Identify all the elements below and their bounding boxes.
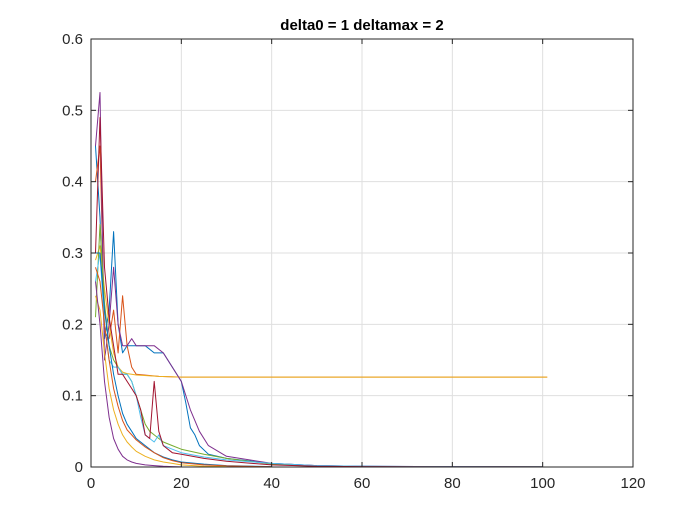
- x-tick-label: 120: [620, 475, 645, 492]
- x-tick-label: 80: [444, 475, 461, 492]
- axis-ticks: 0 20 40 60 80 100 120 0 0.1 0.2 0.3 0.4 0.5 0.6: [62, 31, 645, 492]
- x-tick-label: 20: [173, 475, 190, 492]
- series-line-9: [95, 267, 272, 468]
- series-line-8: [95, 252, 272, 468]
- y-tick-label: 0.2: [62, 316, 83, 333]
- x-tick-label: 40: [263, 475, 280, 492]
- y-tick-label: 0.6: [62, 31, 83, 48]
- x-tick-label: 60: [354, 475, 371, 492]
- grid-lines: [91, 39, 633, 467]
- series-line-11: [95, 281, 182, 468]
- y-tick-label: 0.4: [62, 174, 83, 191]
- series-group: [95, 92, 548, 468]
- y-tick-label: 0.5: [62, 102, 83, 119]
- series-line-10: [95, 295, 227, 468]
- chart-title: delta0 = 1 deltamax = 2: [280, 17, 443, 34]
- x-tick-label: 0: [87, 475, 95, 492]
- x-tick-label: 100: [530, 475, 555, 492]
- y-tick-label: 0: [75, 459, 83, 476]
- series-line-3: [95, 245, 548, 378]
- y-tick-label: 0.3: [62, 245, 83, 262]
- y-tick-label: 0.1: [62, 388, 83, 405]
